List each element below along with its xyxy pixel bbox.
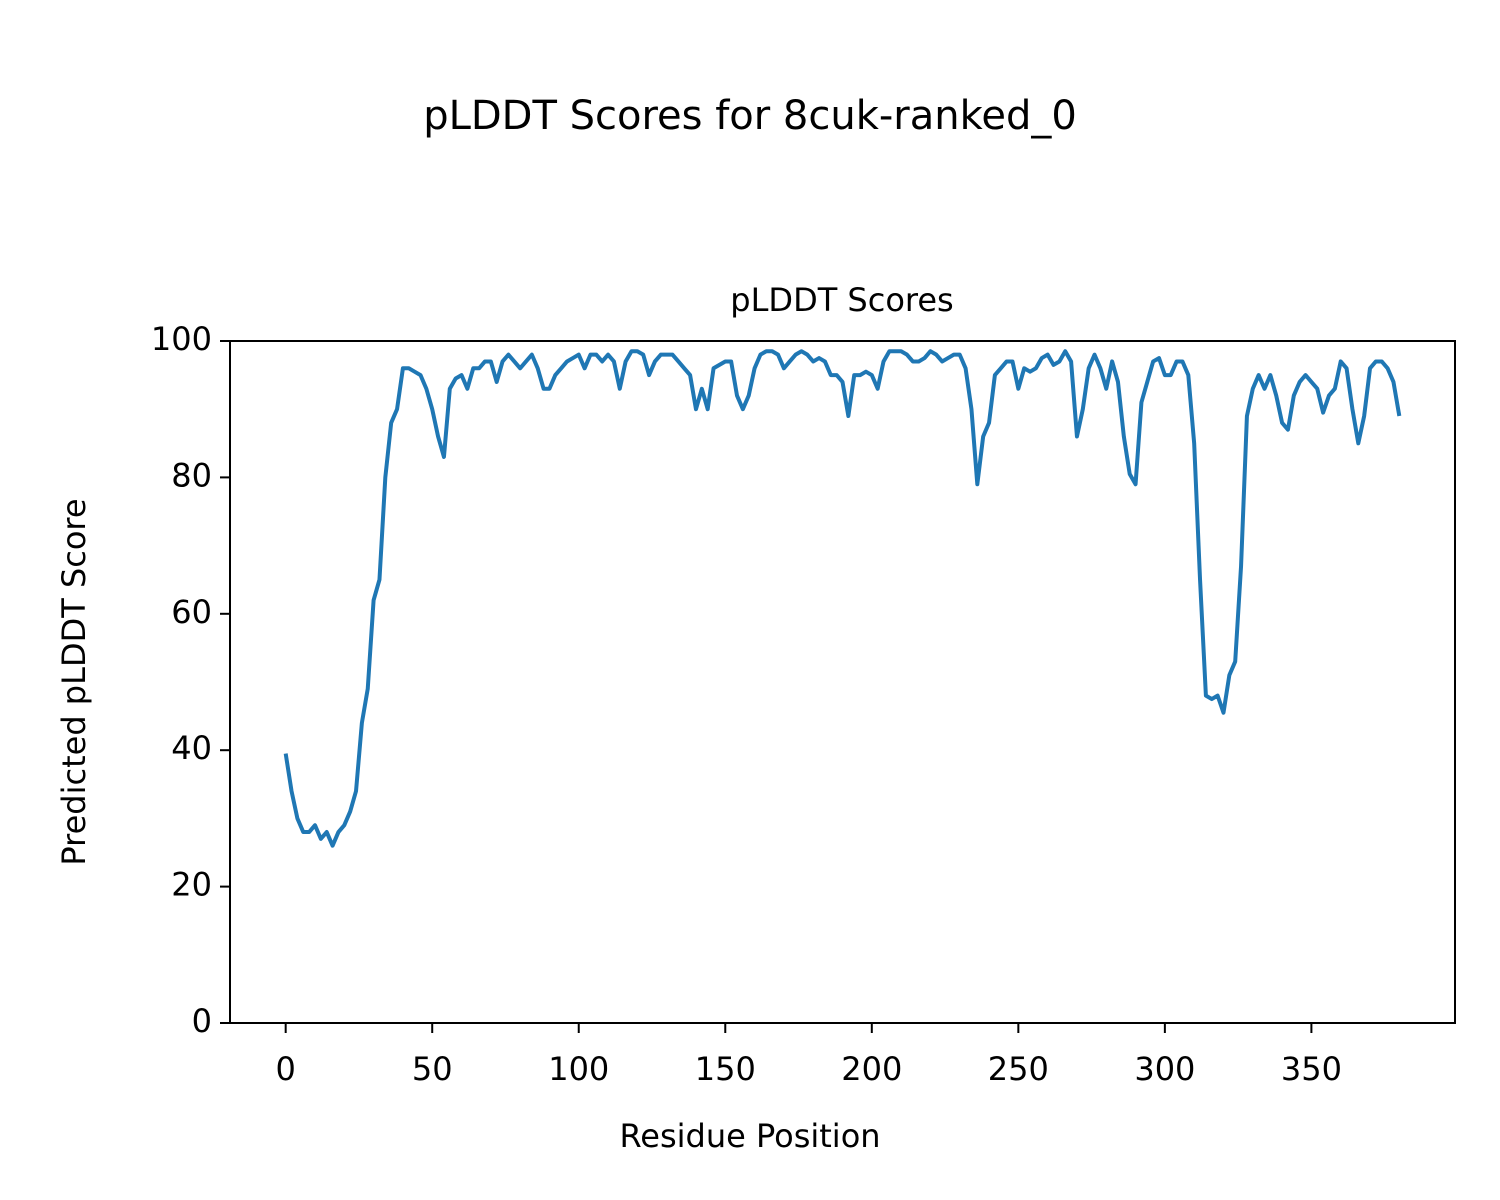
plot-frame [229, 340, 1456, 1024]
x-tick-label: 200 [841, 1050, 902, 1088]
y-tick-label: 60 [171, 593, 212, 631]
y-tick-label: 80 [171, 456, 212, 494]
y-axis-label: Predicted pLDDT Score [55, 498, 93, 865]
y-tick-label: 40 [171, 729, 212, 767]
y-tick-label: 0 [192, 1002, 212, 1040]
x-tick-label: 350 [1281, 1050, 1342, 1088]
x-tick-label: 50 [412, 1050, 453, 1088]
x-tick-label: 100 [548, 1050, 609, 1088]
x-tick-label: 300 [1134, 1050, 1195, 1088]
line-series [283, 349, 1402, 848]
x-tick-label: 150 [695, 1050, 756, 1088]
x-tick-label: 0 [276, 1050, 296, 1088]
y-tick-label: 20 [171, 866, 212, 904]
x-axis-label: Residue Position [619, 1117, 880, 1155]
x-tick-label: 250 [988, 1050, 1049, 1088]
axes-title: pLDDT Scores [730, 281, 953, 319]
y-tick-label: 100 [151, 320, 212, 358]
figure-title: pLDDT Scores for 8cuk-ranked_0 [423, 93, 1077, 139]
